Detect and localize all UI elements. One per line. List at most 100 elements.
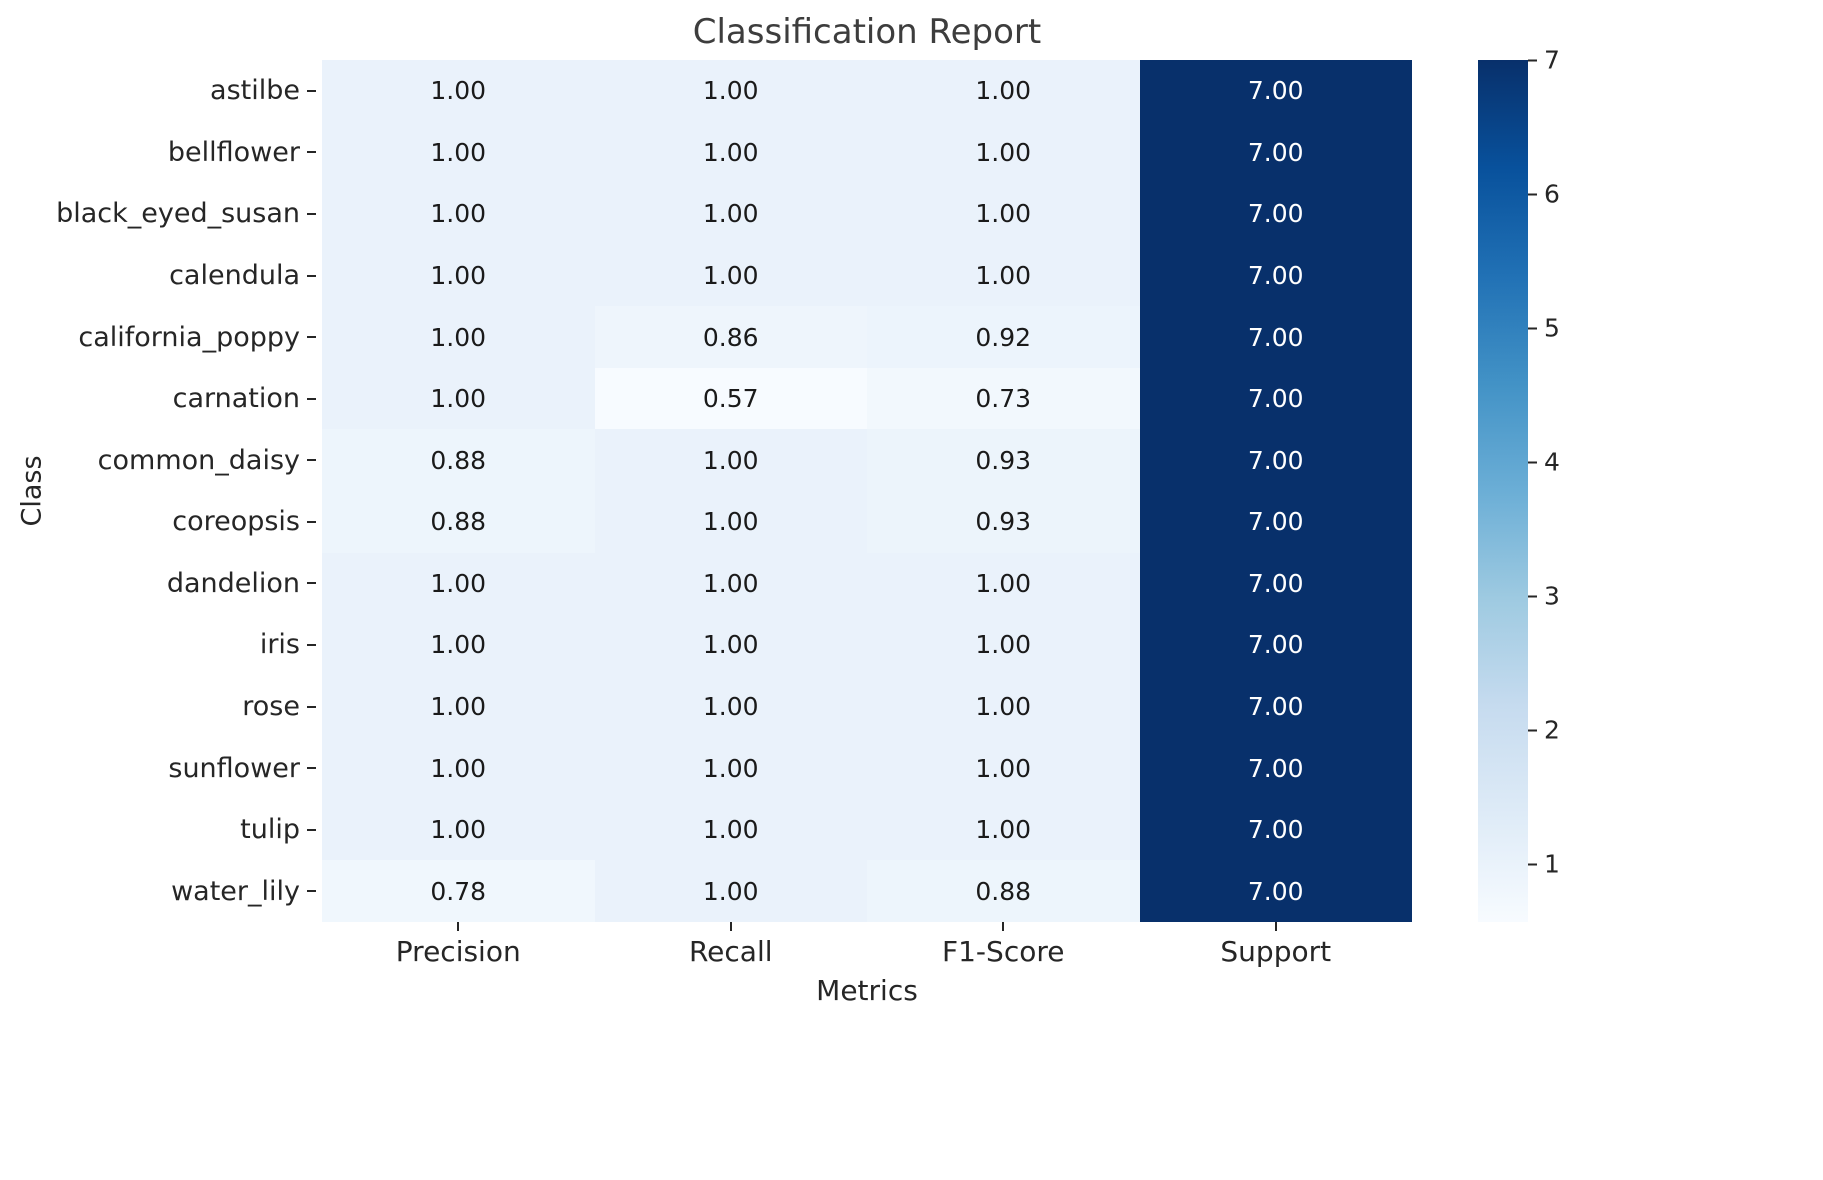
y-tick-mark bbox=[307, 151, 316, 154]
cell-value: 1.00 bbox=[975, 691, 1032, 721]
y-tick-mark bbox=[307, 336, 316, 339]
heatmap-cell: 7.00 bbox=[1139, 491, 1412, 553]
y-tick-mark bbox=[307, 459, 316, 462]
row-label-bellflower: bellflower bbox=[0, 122, 316, 184]
heatmap-cell: 0.92 bbox=[867, 306, 1140, 368]
heatmap-cell: 1.00 bbox=[867, 244, 1140, 307]
row-label-text: carnation bbox=[172, 383, 300, 415]
row-label-text: sunflower bbox=[168, 752, 300, 784]
colorbar-tick-label: 7 bbox=[1544, 45, 1560, 75]
heatmap-cell: 0.93 bbox=[867, 429, 1140, 491]
row-label-text: bellflower bbox=[167, 136, 300, 168]
heatmap-cell: 1.00 bbox=[322, 60, 595, 122]
colorbar-tick-3: 3 bbox=[1528, 582, 1560, 611]
cell-value: 1.00 bbox=[975, 630, 1032, 660]
cell-value: 0.93 bbox=[975, 445, 1032, 475]
cell-value: 1.00 bbox=[430, 568, 487, 598]
row-label-california_poppy: california_poppy bbox=[0, 306, 316, 368]
cell-value: 7.00 bbox=[1247, 137, 1304, 167]
heatmap-cell: 0.78 bbox=[322, 860, 595, 922]
cell-value: 1.00 bbox=[430, 691, 487, 721]
colorbar-tick-5: 5 bbox=[1528, 314, 1560, 343]
col-label-text: F1-Score bbox=[942, 935, 1065, 968]
cell-value: 1.00 bbox=[702, 445, 759, 475]
heatmap-cell: 1.00 bbox=[594, 60, 867, 122]
colorbar bbox=[1478, 60, 1528, 922]
row-label-common_daisy: common_daisy bbox=[0, 429, 316, 491]
heatmap-cell: 1.00 bbox=[594, 121, 867, 184]
chart-title: Classification Report bbox=[692, 12, 1042, 52]
y-tick-mark bbox=[307, 89, 316, 92]
heatmap-cell: 1.00 bbox=[322, 552, 595, 615]
row-label-text: coreopsis bbox=[172, 506, 300, 538]
row-label-iris: iris bbox=[0, 614, 316, 676]
cell-value: 1.00 bbox=[702, 815, 759, 845]
heatmap-cell: 7.00 bbox=[1139, 367, 1412, 430]
cell-value: 1.00 bbox=[702, 76, 759, 106]
heatmap-cell: 1.00 bbox=[867, 183, 1140, 245]
cell-value: 0.88 bbox=[430, 445, 487, 475]
colorbar-tick-4: 4 bbox=[1528, 448, 1560, 477]
x-tick-mark bbox=[1274, 922, 1277, 931]
y-tick-mark bbox=[307, 582, 316, 585]
heatmap-cell: 1.00 bbox=[594, 552, 867, 615]
heatmap-cell: 0.88 bbox=[867, 860, 1140, 922]
cell-value: 0.88 bbox=[975, 876, 1032, 906]
cell-value: 1.00 bbox=[702, 753, 759, 783]
heatmap-cell: 1.00 bbox=[322, 367, 595, 430]
cell-value: 0.93 bbox=[975, 507, 1032, 537]
row-label-text: iris bbox=[259, 629, 300, 661]
colorbar-tick-mark bbox=[1528, 863, 1537, 866]
cell-value: 1.00 bbox=[430, 322, 487, 352]
heatmap-cell: 1.00 bbox=[322, 121, 595, 184]
cell-value: 1.00 bbox=[975, 568, 1032, 598]
colorbar-tick-label: 1 bbox=[1544, 849, 1560, 879]
heatmap-cell: 1.00 bbox=[322, 244, 595, 307]
heatmap-cell: 7.00 bbox=[1139, 737, 1412, 799]
cell-value: 1.00 bbox=[430, 630, 487, 660]
y-tick-mark bbox=[307, 890, 316, 893]
col-label-text: Recall bbox=[688, 935, 773, 968]
col-label-support: Support bbox=[1140, 922, 1413, 968]
x-tick-mark bbox=[729, 922, 732, 931]
cell-value: 1.00 bbox=[430, 260, 487, 290]
colorbar-tick-label: 3 bbox=[1544, 581, 1560, 611]
cell-value: 7.00 bbox=[1247, 876, 1304, 906]
x-tick-mark bbox=[1002, 922, 1005, 931]
cell-value: 7.00 bbox=[1247, 76, 1304, 106]
cell-value: 1.00 bbox=[702, 630, 759, 660]
cell-value: 1.00 bbox=[702, 199, 759, 229]
cell-value: 1.00 bbox=[702, 507, 759, 537]
heatmap-cell: 1.00 bbox=[322, 306, 595, 368]
heatmap-cell: 1.00 bbox=[867, 614, 1140, 676]
col-label-recall: Recall bbox=[595, 922, 868, 968]
cell-value: 7.00 bbox=[1247, 691, 1304, 721]
heatmap-cell: 1.00 bbox=[867, 737, 1140, 799]
cell-value: 0.92 bbox=[975, 322, 1032, 352]
colorbar-tick-label: 6 bbox=[1544, 179, 1560, 209]
colorbar-tick-mark bbox=[1528, 59, 1537, 61]
heatmap-cell: 0.88 bbox=[322, 491, 595, 553]
row-label-dandelion: dandelion bbox=[0, 553, 316, 615]
colorbar-tick-1: 1 bbox=[1528, 850, 1560, 879]
colorbar-tick-label: 2 bbox=[1544, 715, 1560, 745]
colorbar-tick-mark bbox=[1528, 327, 1537, 330]
colorbar-tick-7: 7 bbox=[1528, 46, 1560, 75]
row-label-text: tulip bbox=[240, 814, 300, 846]
colorbar-tick-mark bbox=[1528, 461, 1537, 464]
colorbar-tick-2: 2 bbox=[1528, 716, 1560, 745]
colorbar-tick-mark bbox=[1528, 193, 1537, 196]
heatmap-grid: 1.00 1.00 1.00 7.00 1.00 1.00 1.00 7.00 1.00 1.00… bbox=[322, 60, 1412, 922]
cell-value: 0.88 bbox=[430, 507, 487, 537]
y-tick-mark bbox=[307, 397, 316, 400]
heatmap-cell: 7.00 bbox=[1139, 860, 1412, 922]
heatmap-cell: 1.00 bbox=[594, 244, 867, 307]
row-label-text: calendula bbox=[169, 260, 300, 292]
heatmap-cell: 1.00 bbox=[322, 183, 595, 245]
y-tick-mark bbox=[307, 767, 316, 770]
heatmap-cell: 1.00 bbox=[867, 121, 1140, 184]
col-label-precision: Precision bbox=[322, 922, 595, 968]
cell-value: 7.00 bbox=[1247, 568, 1304, 598]
cell-value: 7.00 bbox=[1247, 507, 1304, 537]
heatmap-cell: 1.00 bbox=[867, 798, 1140, 861]
